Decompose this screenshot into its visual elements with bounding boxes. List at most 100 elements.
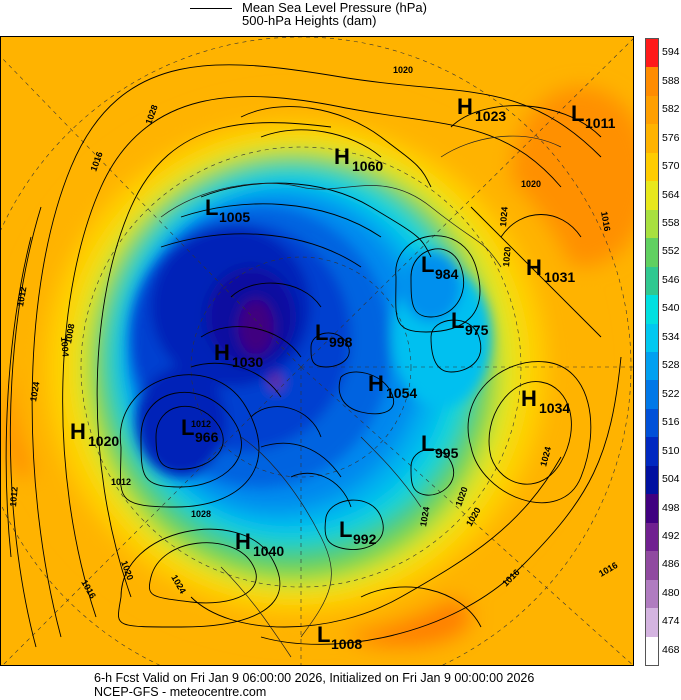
- pressure-center: L 998: [315, 320, 353, 350]
- colorbar-label: 492: [662, 529, 680, 542]
- colorbar-segment: [646, 67, 658, 97]
- height-band-510-b: [136, 367, 226, 477]
- colorbar-label: 588: [662, 74, 680, 87]
- weather-map: 1020 1028 1016 1012 1008 1004 1012 1024 …: [0, 36, 634, 666]
- colorbar-segment: [646, 551, 658, 581]
- colorbar-label: 576: [662, 131, 680, 144]
- svg-text:1011: 1011: [585, 115, 616, 131]
- svg-text:1008: 1008: [331, 636, 362, 652]
- pressure-center: L 1008: [317, 622, 362, 652]
- colorbar-label: 504: [662, 473, 680, 486]
- pressure-center: H 1030: [214, 340, 263, 370]
- isobar-label: 1012: [111, 477, 131, 487]
- colorbar-segment: [646, 608, 658, 638]
- colorbar-label: 474: [662, 615, 680, 628]
- height-band-498: [238, 299, 274, 355]
- pressure-center: L 975: [451, 308, 489, 338]
- svg-text:995: 995: [435, 445, 459, 461]
- colorbar-label: 510: [662, 444, 680, 457]
- map-footer: 6-h Fcst Valid on Fri Jan 9 06:00:00 202…: [0, 671, 681, 700]
- isobar-label: 1024: [498, 206, 510, 227]
- svg-text:L: L: [339, 517, 352, 542]
- colorbar-segment: [646, 39, 658, 68]
- colorbar-label: 522: [662, 387, 680, 400]
- svg-text:H: H: [521, 386, 537, 411]
- colorbar-segment: [646, 437, 658, 467]
- svg-text:L: L: [421, 252, 434, 277]
- svg-text:L: L: [451, 308, 464, 333]
- colorbar-segment: [646, 522, 658, 552]
- isobar-label: 1012: [191, 419, 211, 429]
- svg-text:1030: 1030: [232, 354, 263, 370]
- svg-text:H: H: [526, 255, 542, 280]
- height-band-492: [270, 374, 282, 390]
- svg-text:1060: 1060: [352, 158, 383, 174]
- isobar-label: 1024: [28, 381, 41, 402]
- isobar-label: 1004: [59, 336, 71, 357]
- colorbar-segment: [646, 380, 658, 410]
- pressure-center: H 1034: [521, 386, 570, 416]
- pressure-center: L 992: [339, 517, 377, 547]
- svg-text:1005: 1005: [219, 209, 250, 225]
- colorbar-label: 558: [662, 216, 680, 229]
- colorbar-label: 480: [662, 586, 680, 599]
- colorbar-segment: [646, 352, 658, 381]
- colorbar-segment: [646, 408, 658, 438]
- pressure-centers: H 1023 L 1011 H 1060 L 1005 L 984 H 1031 L 975 …: [70, 94, 616, 652]
- svg-text:1034: 1034: [539, 400, 570, 416]
- colorbar-segment: [646, 124, 658, 154]
- isobar-label: 1008: [63, 323, 76, 344]
- mslp-line-sample: [190, 8, 232, 9]
- forecast-valid-text: 6-h Fcst Valid on Fri Jan 9 06:00:00 202…: [94, 671, 535, 685]
- colorbar-segment: [646, 95, 658, 125]
- pressure-center: L 1011: [571, 101, 616, 131]
- colorbar-segment: [646, 266, 658, 296]
- pressure-center: L 966: [181, 415, 219, 445]
- pressure-center: L 984: [421, 252, 459, 282]
- colorbar-segment: [646, 636, 658, 666]
- svg-text:H: H: [70, 419, 86, 444]
- svg-text:H: H: [334, 144, 350, 169]
- colorbar-label: 528: [662, 359, 680, 372]
- isobar-label: 1020: [393, 65, 413, 75]
- colorbar-segment: [646, 323, 658, 353]
- svg-text:966: 966: [195, 429, 219, 445]
- isobar-label: 1024: [418, 506, 431, 527]
- isobar-label: 1016: [599, 211, 612, 232]
- isobar-label: 1028: [191, 509, 211, 519]
- colorbar-segment: [646, 209, 658, 239]
- svg-text:1054: 1054: [386, 385, 417, 401]
- pressure-center: L 1005: [205, 195, 250, 225]
- svg-text:L: L: [181, 415, 194, 440]
- colorbar-label: 534: [662, 330, 680, 343]
- pressure-center: H 1031: [526, 255, 575, 285]
- isobar-label: 1012: [15, 286, 28, 307]
- svg-text:H: H: [214, 340, 230, 365]
- heights-legend-label: 500-hPa Heights (dam): [242, 13, 377, 28]
- isobar-label: 1020: [521, 179, 541, 189]
- svg-text:992: 992: [353, 531, 377, 547]
- pressure-center: H 1054: [368, 371, 417, 401]
- colorbar-label: 570: [662, 160, 680, 173]
- svg-text:H: H: [235, 529, 251, 554]
- colorbar-segment: [646, 238, 658, 268]
- svg-text:L: L: [317, 622, 330, 647]
- height-band-528-e: [401, 252, 461, 322]
- svg-text:H: H: [368, 371, 384, 396]
- mslp-legend-label: Mean Sea Level Pressure (hPa): [242, 0, 427, 15]
- isobar-label: 1020: [501, 246, 513, 267]
- coastlines: [160, 135, 562, 658]
- pressure-center: L 995: [421, 431, 459, 461]
- svg-text:L: L: [421, 431, 434, 456]
- svg-text:984: 984: [435, 266, 459, 282]
- pressure-center: H 1060: [334, 144, 383, 174]
- colorbar-label: 516: [662, 416, 680, 429]
- colorbar-label: 486: [662, 558, 680, 571]
- map-legend: Mean Sea Level Pressure (hPa) 500-hPa He…: [0, 0, 681, 36]
- colorbar-segment: [646, 181, 658, 211]
- svg-text:H: H: [457, 94, 473, 119]
- svg-text:998: 998: [329, 334, 353, 350]
- colorbar-segment: [646, 465, 658, 495]
- colorbar: [645, 38, 659, 666]
- colorbar-segment: [646, 295, 658, 325]
